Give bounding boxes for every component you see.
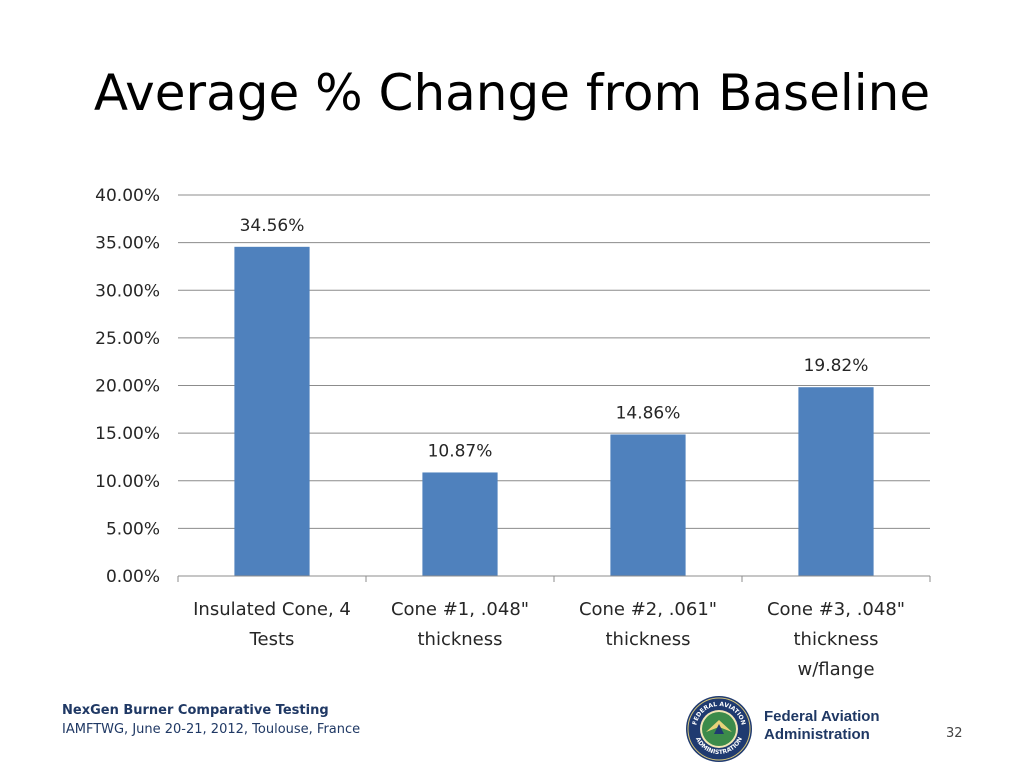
footer-event-info: IAMFTWG, June 20-21, 2012, Toulouse, Fra… <box>62 722 361 737</box>
y-axis-tick-labels: 0.00% 5.00% 10.00% 15.00% 20.00% 25.00% 30.00%… <box>95 186 160 587</box>
y-tick-label: 35.00% <box>95 234 160 254</box>
footer-presentation-title: NexGen Burner Comparative Testing <box>62 703 329 718</box>
data-label: 34.56% <box>240 216 305 236</box>
x-axis <box>177 575 931 582</box>
faa-seal-icon: FEDERAL AVIATION ADMINISTRATION <box>686 696 752 762</box>
x-category-label: Cone #2, .061" thickness <box>579 599 717 650</box>
agency-name-line2: Administration <box>764 726 870 743</box>
x-category-label: Cone #1, .048" thickness <box>391 599 529 650</box>
y-tick-label: 15.00% <box>95 424 160 444</box>
data-label: 10.87% <box>428 441 493 461</box>
x-category-label: Insulated Cone, 4 Tests <box>193 599 351 650</box>
x-category-label: Cone #3, .048" thickness w/flange <box>767 599 905 680</box>
y-tick-label: 40.00% <box>95 186 160 206</box>
bar <box>422 472 498 576</box>
y-tick-label: 25.00% <box>95 329 160 349</box>
slide-title: Average % Change from Baseline <box>93 64 931 122</box>
bar <box>610 434 686 576</box>
y-tick-label: 20.00% <box>95 377 160 397</box>
bar <box>798 387 874 576</box>
data-label: 14.86% <box>616 403 681 423</box>
data-labels: 34.56% 10.87% 14.86% 19.82% <box>240 216 869 462</box>
page-number: 32 <box>946 726 963 741</box>
bar-chart: 0.00% 5.00% 10.00% 15.00% 20.00% 25.00% 30.00%… <box>95 186 931 680</box>
y-tick-label: 5.00% <box>106 519 160 539</box>
agency-name: Federal Aviation Administration <box>764 708 880 744</box>
x-axis-category-labels: Insulated Cone, 4 Tests Cone #1, .048" thic… <box>193 599 905 680</box>
agency-name-line1: Federal Aviation <box>764 708 880 725</box>
y-tick-label: 0.00% <box>106 567 160 587</box>
y-tick-label: 10.00% <box>95 472 160 492</box>
y-tick-label: 30.00% <box>95 281 160 301</box>
bar <box>234 246 310 577</box>
data-label: 19.82% <box>804 356 869 376</box>
bars <box>234 246 874 577</box>
